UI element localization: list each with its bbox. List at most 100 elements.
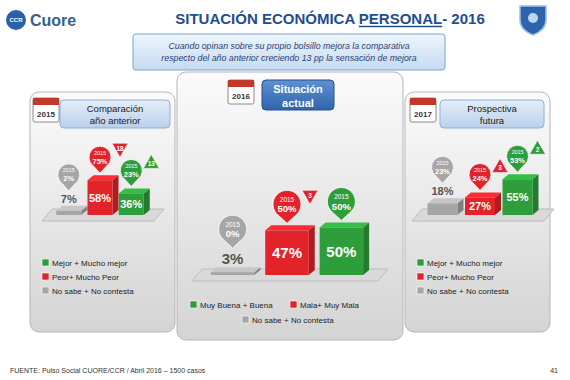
change-label: 3 — [498, 164, 502, 171]
labels: 3%20150%47%201550%350%201550% — [219, 188, 357, 268]
emblem — [520, 6, 546, 35]
subtitle-box — [133, 34, 445, 70]
panel: Comparaciónaño anterior20157%20152%58%20… — [30, 92, 175, 332]
previous-year: 2015 — [125, 163, 137, 169]
previous-pin — [432, 156, 454, 183]
previous-pin — [120, 159, 142, 186]
bars — [211, 223, 369, 276]
title-part: - 2016 — [442, 10, 485, 27]
calendar-year: 2016 — [232, 92, 250, 101]
bar — [88, 180, 113, 215]
panel-tab — [440, 100, 544, 128]
panel: Prospectivafutura201718%201523%27%201524… — [405, 92, 554, 332]
brand: Cuore — [30, 12, 76, 29]
previous-pin — [58, 164, 80, 191]
title-part: PERSONAL — [359, 10, 442, 27]
previous-label: 23% — [124, 170, 139, 179]
bar-top — [211, 267, 261, 272]
legend-swatch — [42, 273, 49, 280]
panel-box — [30, 92, 175, 332]
bar — [119, 193, 144, 215]
bar-top — [503, 174, 539, 179]
subtitle: Cuando opinan sobre su propio bolsillo m… — [168, 41, 409, 51]
panel-title: Prospectiva — [467, 103, 517, 114]
bar-top — [428, 198, 464, 203]
legend-label: Peor+ Mucho Peor — [427, 273, 494, 282]
legend-swatch — [42, 287, 49, 294]
panel: Situaciónactual20163%20150%47%201550%350… — [177, 72, 403, 340]
previous-label: 50% — [332, 201, 352, 212]
calendar-band — [410, 98, 436, 105]
subtitle: respecto del año anterior creciendo 13 p… — [161, 53, 416, 63]
panel-title: actual — [282, 97, 314, 109]
change-label: 18 — [116, 145, 124, 152]
previous-label: 53% — [510, 156, 525, 165]
legend-swatch — [42, 259, 49, 266]
data-label: 3% — [222, 250, 244, 267]
background — [0, 0, 570, 380]
bar-top — [88, 175, 119, 180]
bar — [428, 203, 458, 215]
legend-label: Mala+ Muy Mala — [300, 301, 359, 310]
legend-label: No sabe + No contesta — [427, 287, 509, 296]
previous-year: 2015 — [280, 196, 295, 203]
title-part: SITUACIÓN ECONÓMICA — [175, 10, 359, 27]
labels: 7%20152%58%201575%1836%201523%13 — [58, 143, 160, 210]
bar — [465, 197, 495, 215]
previous-pin — [327, 188, 355, 221]
panel-title: Situación — [273, 83, 323, 95]
previous-label: 50% — [277, 203, 297, 214]
legend-label: No sabe + No contesta — [252, 316, 334, 325]
legend-swatch — [417, 273, 424, 280]
change-label: 13 — [148, 160, 156, 167]
bar-top — [56, 206, 87, 211]
previous-label: 23% — [435, 167, 450, 176]
change-arrow — [112, 143, 128, 157]
legend-label: Muy Buena + Buena — [200, 301, 273, 310]
bar-side — [363, 223, 369, 276]
bar — [56, 211, 81, 215]
calendar — [228, 80, 254, 104]
data-label: 47% — [272, 244, 302, 261]
legend-label: Peor+ Mucho Peor — [52, 273, 119, 282]
previous-year: 2015 — [63, 167, 75, 173]
bar-top — [119, 188, 150, 193]
bar-side — [533, 174, 539, 215]
previous-pin — [89, 146, 111, 173]
calendar-year: 2017 — [414, 110, 432, 119]
legend-swatch — [417, 259, 424, 266]
panel-box — [177, 72, 403, 340]
data-label: 18% — [431, 185, 453, 197]
bar — [265, 230, 309, 275]
legend-swatch — [190, 301, 197, 308]
legend-label: Mejor + Mucho mejor — [52, 259, 128, 268]
data-label: 27% — [469, 200, 491, 212]
calendar — [33, 98, 59, 122]
panel-title: futura — [480, 115, 505, 126]
calendar-year: 2015 — [37, 110, 55, 119]
legend-label: Mejor + Mucho mejor — [427, 259, 503, 268]
calendar-band — [33, 98, 59, 105]
legend-swatch — [242, 316, 249, 323]
data-label: 50% — [326, 243, 356, 260]
panel-tab — [262, 80, 334, 110]
previous-pin — [219, 215, 247, 248]
previous-year: 2015 — [225, 221, 240, 228]
panel-tab — [60, 100, 170, 128]
previous-pin — [273, 190, 301, 223]
previous-year: 2015 — [334, 193, 349, 200]
bar — [320, 228, 364, 276]
source: FUENTE: Pulso Social CUORE/CCR / Abril 2… — [10, 367, 206, 374]
bar-side — [309, 225, 315, 275]
data-label: 36% — [120, 198, 142, 210]
title: SITUACIÓN ECONÓMICA PERSONAL- 2016 — [175, 10, 485, 27]
data-label: 55% — [506, 191, 528, 203]
page-number: 41 — [550, 367, 558, 374]
calendar — [410, 98, 436, 122]
bar — [503, 179, 533, 215]
change-label: 2 — [536, 146, 540, 153]
legend-label: No sabe + No contesta — [52, 287, 134, 296]
previous-pin — [507, 145, 529, 172]
change-label: 3 — [308, 192, 312, 199]
legend-swatch — [417, 287, 424, 294]
